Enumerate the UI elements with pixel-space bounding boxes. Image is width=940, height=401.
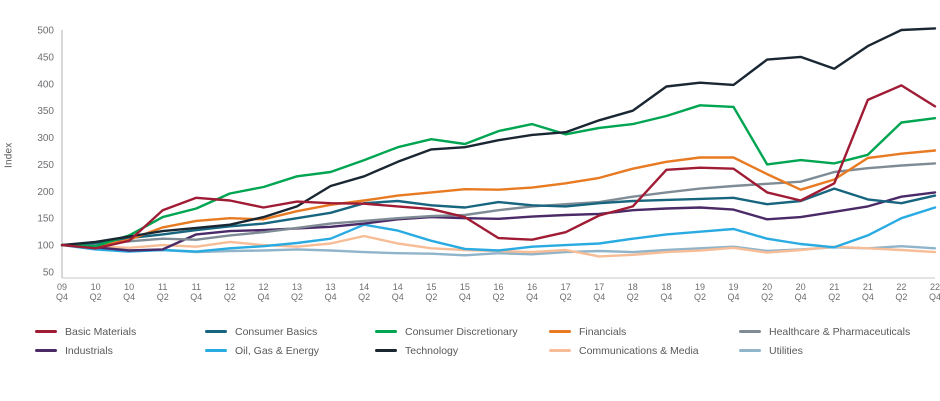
legend-item-healthcare-pharmaceuticals: Healthcare & Pharmaceuticals xyxy=(739,326,910,338)
x-tick-label: 22 Q4 xyxy=(929,282,940,302)
x-tick-label: 14 Q4 xyxy=(392,282,404,302)
y-tick-label: 300 xyxy=(37,133,54,144)
series-line-industrials xyxy=(60,191,937,252)
legend-item-basic-materials: Basic Materials xyxy=(35,326,205,338)
legend-label: Healthcare & Pharmaceuticals xyxy=(769,325,911,338)
y-tick-label: 500 xyxy=(37,26,54,37)
legend-swatch-technology xyxy=(375,349,397,352)
legend-label: Industrials xyxy=(65,344,113,357)
legend-item-oil-gas-energy: Oil, Gas & Energy xyxy=(205,345,375,357)
series-line-basic-materials xyxy=(60,84,937,250)
legend-label: Communications & Media xyxy=(579,344,699,357)
legend-swatch-financials xyxy=(549,330,571,333)
series-line-financials xyxy=(60,149,937,248)
y-tick-label: 450 xyxy=(37,52,54,63)
x-tick-label: 11 Q4 xyxy=(190,282,202,302)
legend-item-communications-media: Communications & Media xyxy=(549,345,739,357)
x-tick-label: 17 Q4 xyxy=(593,282,605,302)
legend-item-consumer-basics: Consumer Basics xyxy=(205,326,375,338)
x-tick-label: 09 Q4 xyxy=(56,282,68,302)
x-tick-label: 18 Q2 xyxy=(627,282,639,302)
x-tick-label: 10 Q2 xyxy=(90,282,102,302)
legend-label: Oil, Gas & Energy xyxy=(235,344,320,357)
legend-swatch-consumer-basics xyxy=(205,330,227,333)
series-line-oil-gas-energy xyxy=(60,206,937,253)
x-tick-label: 12 Q4 xyxy=(257,282,269,302)
x-tick-label: 10 Q4 xyxy=(123,282,135,302)
legend-label: Consumer Basics xyxy=(235,325,318,338)
series-line-consumer-basics xyxy=(60,187,937,247)
legend-swatch-utilities xyxy=(739,349,761,352)
legend-item-consumer-discretionary: Consumer Discretionary xyxy=(375,326,549,338)
legend-label: Utilities xyxy=(769,344,803,357)
legend-label: Financials xyxy=(579,325,627,338)
legend-item-utilities: Utilities xyxy=(739,345,910,357)
legend-item-technology: Technology xyxy=(375,345,549,357)
x-tick-label: 14 Q2 xyxy=(358,282,370,302)
y-tick-label: 150 xyxy=(37,214,54,225)
legend-item-financials: Financials xyxy=(549,326,739,338)
chart-canvas: 50 100 150 200 250 300 350 400 450 500 09 Q4 10 Q2 10 Q… xyxy=(37,26,940,303)
x-tick-label: 15 Q2 xyxy=(425,282,437,302)
legend-swatch-healthcare-pharmaceuticals xyxy=(739,330,761,333)
legend-swatch-basic-materials xyxy=(35,330,57,333)
legend-swatch-communications-media xyxy=(549,349,571,352)
legend-label: Basic Materials xyxy=(65,325,137,338)
y-tick-label: 400 xyxy=(37,79,54,90)
y-tick-label: 50 xyxy=(43,268,55,279)
x-tick-label: 12 Q2 xyxy=(224,282,236,302)
x-tick-label: 19 Q4 xyxy=(728,282,740,302)
y-tick-label: 350 xyxy=(37,106,54,117)
x-tick-label: 20 Q4 xyxy=(795,282,807,302)
chart-legend: Basic Materials Consumer Basics Consumer D… xyxy=(35,322,910,360)
y-tick-label: 250 xyxy=(37,160,54,171)
series-line-technology xyxy=(60,27,937,247)
legend-swatch-consumer-discretionary xyxy=(375,330,397,333)
x-tick-label: 16 Q2 xyxy=(492,282,504,302)
x-tick-label: 22 Q2 xyxy=(895,282,907,302)
x-tick-label: 13 Q4 xyxy=(325,282,337,302)
series-line-consumer-discretionary xyxy=(60,104,937,248)
legend-item-industrials: Industrials xyxy=(35,345,205,357)
x-tick-label: 17 Q2 xyxy=(560,282,572,302)
x-tick-label: 19 Q2 xyxy=(694,282,706,302)
x-tick-label: 15 Q4 xyxy=(459,282,471,302)
series-line-healthcare-pharmaceuticals xyxy=(60,162,937,247)
legend-label: Consumer Discretionary xyxy=(405,325,518,338)
y-tick-label: 200 xyxy=(37,187,54,198)
x-tick-label: 13 Q2 xyxy=(291,282,303,302)
x-tick-label: 20 Q2 xyxy=(761,282,773,302)
x-tick-label: 16 Q4 xyxy=(526,282,538,302)
x-tick-label: 11 Q2 xyxy=(157,282,169,302)
y-tick-label: 100 xyxy=(37,241,54,252)
x-tick-label: 21 Q2 xyxy=(828,282,840,302)
legend-swatch-industrials xyxy=(35,349,57,352)
legend-swatch-oil-gas-energy xyxy=(205,349,227,352)
legend-label: Technology xyxy=(405,344,459,357)
x-tick-label: 18 Q4 xyxy=(660,282,672,302)
x-tick-label: 21 Q4 xyxy=(862,282,874,302)
